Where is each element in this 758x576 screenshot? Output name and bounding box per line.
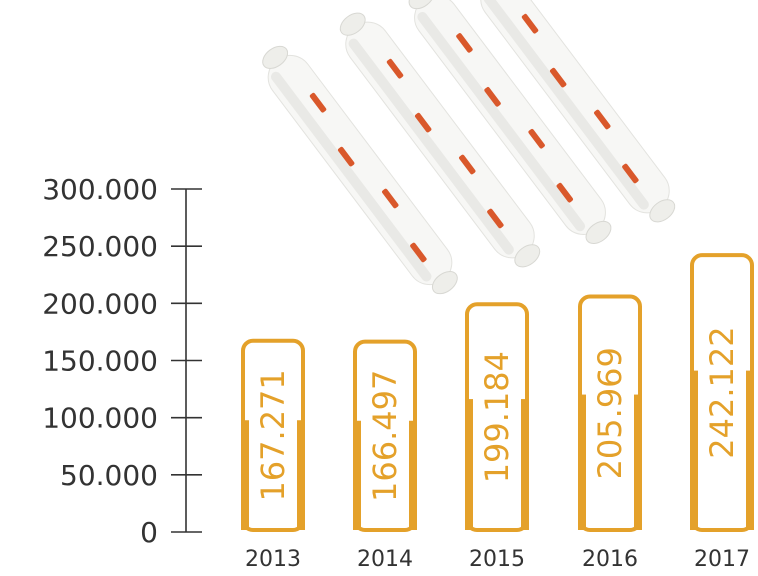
bar-value-label: 167.271 bbox=[254, 369, 292, 501]
y-tick-label: 150.000 bbox=[42, 345, 158, 378]
bar-outline bbox=[241, 338, 305, 532]
x-axis-labels: 2013 2014 2015 2016 2017 bbox=[245, 547, 750, 572]
bar-outline bbox=[690, 253, 754, 532]
x-category-label: 2015 bbox=[469, 547, 525, 572]
y-axis: 0 50.000 100.000 150.000 200.000 250.000 300.0… bbox=[42, 173, 202, 549]
bar: 167.271 bbox=[241, 338, 305, 532]
sausage-roll bbox=[408, 0, 612, 244]
sausage-roll bbox=[339, 12, 541, 268]
bar-value-label: 166.497 bbox=[366, 370, 404, 502]
y-tick-label: 300.000 bbox=[42, 173, 158, 206]
bar-value-label: 205.969 bbox=[591, 347, 629, 479]
x-category-label: 2013 bbox=[245, 547, 301, 572]
x-category-label: 2017 bbox=[694, 547, 750, 572]
bars: 167.271 166.497 199.184 205.969 242.122 bbox=[241, 253, 754, 533]
bar: 242.122 bbox=[690, 253, 754, 532]
bar-value-label: 242.122 bbox=[703, 326, 741, 458]
bar-outline bbox=[578, 294, 642, 533]
y-tick-label: 100.000 bbox=[42, 402, 158, 435]
bar-value-label: 199.184 bbox=[478, 351, 516, 483]
bar: 199.184 bbox=[465, 302, 529, 532]
x-category-label: 2014 bbox=[357, 547, 413, 572]
sausage-roll bbox=[262, 45, 458, 295]
y-tick-label: 50.000 bbox=[60, 459, 158, 492]
bar-outline bbox=[465, 302, 529, 532]
sausage-rolls-illustration bbox=[262, 0, 676, 295]
sausage-roll bbox=[480, 0, 676, 223]
y-tick-label: 250.000 bbox=[42, 230, 158, 263]
bar: 166.497 bbox=[353, 339, 417, 532]
x-category-label: 2016 bbox=[582, 547, 638, 572]
y-tick-label: 0 bbox=[140, 516, 158, 549]
y-tick-label: 200.000 bbox=[42, 287, 158, 320]
bar-outline bbox=[353, 339, 417, 532]
bar: 205.969 bbox=[578, 294, 642, 533]
